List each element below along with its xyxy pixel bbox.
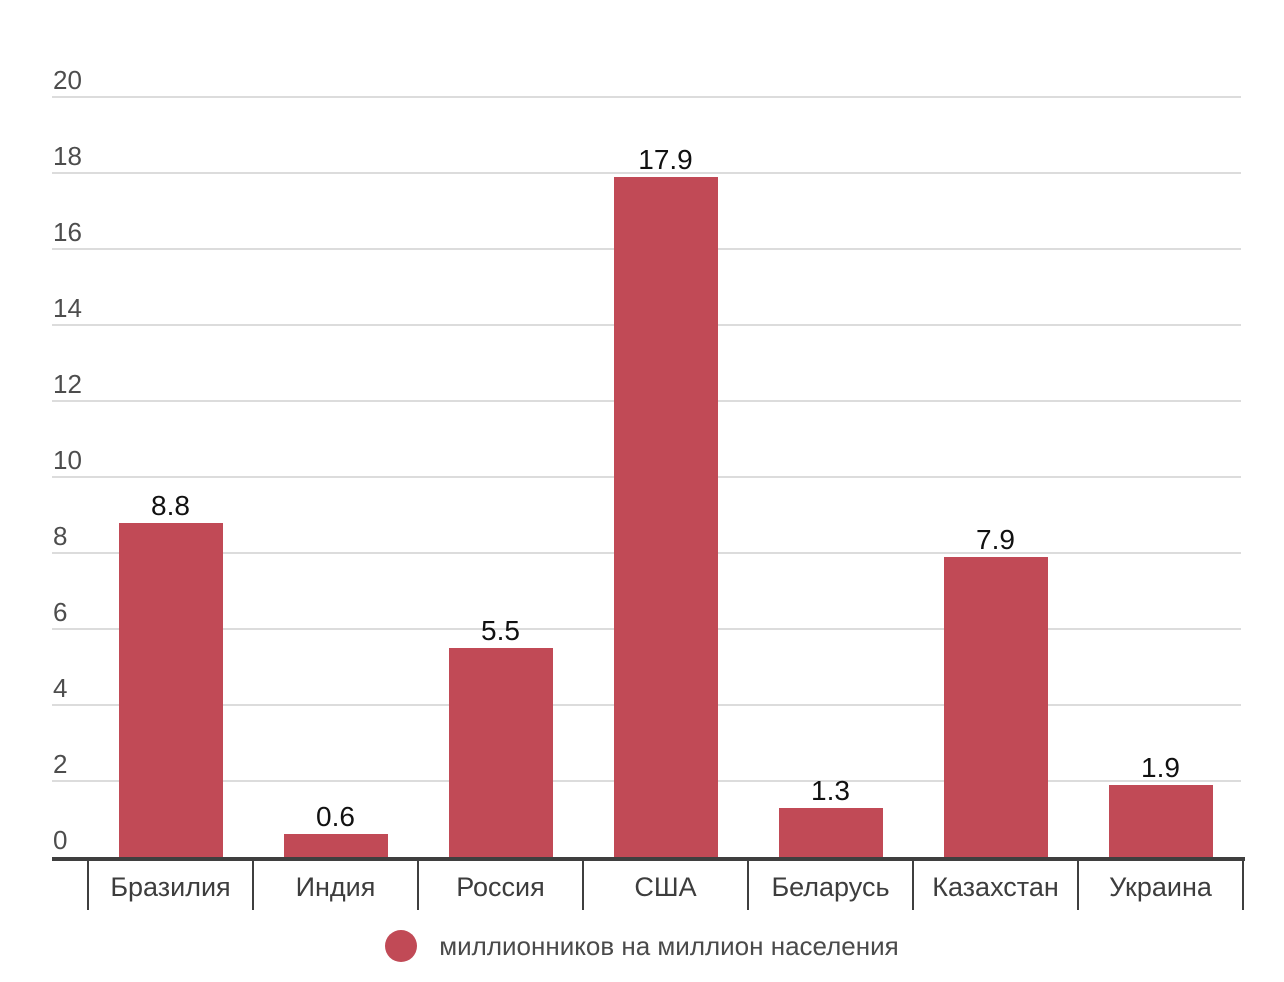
bar-6[interactable]: [1108, 784, 1213, 857]
x-axis-tick: [417, 857, 419, 910]
y-axis-tick-label: 2: [53, 749, 68, 779]
bar-value-label: 17.9: [638, 143, 693, 175]
bar-3[interactable]: [613, 176, 718, 857]
bar-value-label: 1.9: [1141, 751, 1180, 783]
legend-marker-icon[interactable]: [385, 930, 418, 962]
bar-1[interactable]: [283, 834, 388, 857]
y-axis-tick-label: 12: [53, 369, 82, 399]
legend: миллионников на миллион населения: [0, 930, 1284, 962]
y-axis-tick-label: 14: [53, 293, 82, 323]
gridline-y-18: [52, 172, 1241, 174]
x-axis-line: [52, 857, 1245, 861]
x-axis-tick: [582, 857, 584, 910]
legend-label[interactable]: миллионников на миллион населения: [439, 930, 899, 961]
bar-value-label: 7.9: [976, 523, 1015, 555]
gridline-y-20: [52, 96, 1241, 98]
y-axis-tick-label: 20: [53, 65, 82, 95]
x-axis-tick: [1077, 857, 1079, 910]
bar-4[interactable]: [778, 807, 883, 857]
y-axis-tick-label: 10: [53, 445, 82, 475]
x-axis-tick: [1242, 857, 1244, 910]
x-axis-tick: [87, 857, 89, 910]
x-axis-tick: [912, 857, 914, 910]
bar-value-label: 5.5: [481, 615, 520, 646]
bar-2[interactable]: [448, 648, 553, 857]
y-axis-tick-label: 8: [53, 521, 68, 551]
x-axis-category-label: США: [634, 872, 697, 902]
bar-value-label: 0.6: [316, 801, 355, 833]
x-axis-category-label: Индия: [295, 872, 376, 902]
x-axis-category-label: Украина: [1109, 872, 1212, 902]
y-axis-tick-label: 16: [53, 217, 82, 247]
y-axis-tick-label: 0: [53, 825, 68, 855]
x-axis-category-label: Россия: [456, 872, 545, 902]
y-axis-tick-label: 4: [53, 673, 68, 703]
y-axis-tick-label: 18: [53, 141, 82, 171]
x-axis-category-label: Казахстан: [932, 872, 1059, 902]
bar-0[interactable]: [118, 522, 223, 857]
x-axis-tick: [747, 857, 749, 910]
bar-5[interactable]: [943, 556, 1048, 857]
y-axis-tick-label: 6: [53, 597, 68, 627]
bar-value-label: 8.8: [151, 489, 190, 521]
x-axis-category-label: Бразилия: [110, 872, 231, 902]
x-axis-tick: [252, 857, 254, 910]
bar-value-label: 1.3: [811, 774, 850, 806]
x-axis-category-label: Беларусь: [771, 872, 890, 902]
